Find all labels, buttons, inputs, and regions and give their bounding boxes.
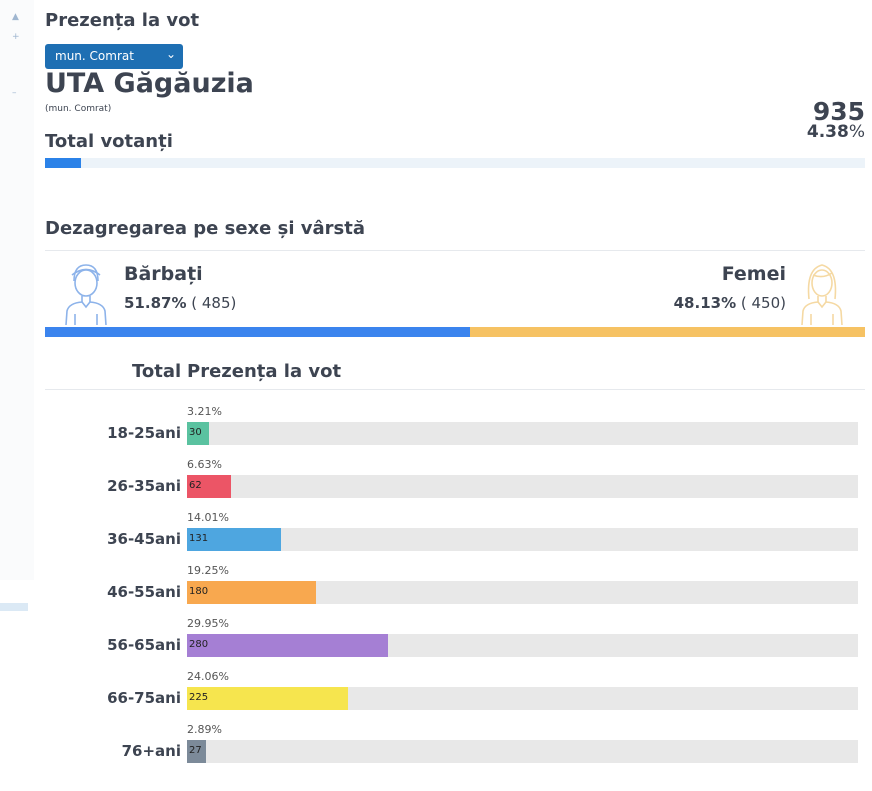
region-subtitle: (mun. Comrat) (45, 104, 112, 114)
age-count: 30 (189, 427, 202, 438)
region-title: UTA Găgăuzia (45, 68, 254, 99)
age-percent: 19.25% (187, 564, 229, 577)
age-bar-fill: 30 (187, 422, 209, 445)
home-icon[interactable]: ▲ (12, 12, 19, 22)
column-presence-header: Prezența la vot (187, 361, 342, 382)
gender-age-title: Dezagregarea pe sexe și vârstă (45, 218, 366, 239)
left-sidebar: ▲ + – (0, 0, 34, 580)
age-bar-fill: 62 (187, 475, 232, 498)
age-percent: 14.01% (187, 511, 229, 524)
age-percent: 24.06% (187, 670, 229, 683)
gender-bar-women (470, 327, 865, 337)
total-percent-value: 4.38 (806, 122, 849, 142)
age-label: 66-75ani (107, 689, 181, 707)
sidebar-strip (0, 603, 28, 611)
age-bar-fill: 225 (187, 687, 349, 710)
age-bar-track: 62 (187, 475, 858, 498)
age-count: 225 (189, 692, 209, 703)
region-dropdown[interactable]: mun. Comrat ⌄ (45, 44, 183, 69)
age-bar-track: 30 (187, 422, 858, 445)
age-bar-fill: 131 (187, 528, 281, 551)
divider (45, 250, 865, 251)
women-label: Femei (721, 263, 786, 285)
dropdown-value: mun. Comrat (55, 49, 134, 63)
zoom-in-icon[interactable]: + (12, 32, 20, 42)
main-panel: Prezența la vot mun. Comrat ⌄ UTA Găgăuz… (45, 0, 865, 791)
total-voters-label: Total votanți (45, 131, 173, 152)
percent-sign: % (848, 122, 865, 142)
age-label: 76+ani (121, 742, 181, 760)
gender-bar-men (45, 327, 471, 337)
zoom-out-icon[interactable]: – (12, 88, 17, 98)
men-label: Bărbați (124, 263, 203, 285)
total-progress-track (45, 158, 865, 168)
total-progress-fill (45, 158, 81, 168)
age-bar-fill: 280 (187, 634, 388, 657)
age-bar-track: 131 (187, 528, 858, 551)
male-avatar-icon (65, 264, 107, 325)
age-percent: 29.95% (187, 617, 229, 630)
total-percent: 4.38% (807, 122, 865, 142)
age-percent: 3.21% (187, 405, 222, 418)
gender-bar (45, 327, 865, 337)
page-title: Prezența la vot (45, 10, 200, 31)
female-avatar-icon (801, 264, 843, 325)
age-percent: 2.89% (187, 723, 222, 736)
divider (45, 389, 865, 390)
age-label: 26-35ani (107, 477, 181, 495)
age-bar-track: 225 (187, 687, 858, 710)
total-votes: 935 (812, 97, 865, 126)
age-count: 280 (189, 639, 209, 650)
age-bar-fill: 27 (187, 740, 207, 763)
column-total-header: Total (132, 361, 182, 382)
age-bar-fill: 180 (187, 581, 317, 604)
chevron-down-icon: ⌄ (165, 47, 176, 61)
women-value: 48.13% ( 450) (674, 294, 786, 312)
women-percent: 48.13% (673, 294, 737, 312)
women-count: ( 450) (740, 294, 786, 312)
age-count: 180 (189, 586, 209, 597)
age-label: 56-65ani (107, 636, 181, 654)
age-label: 36-45ani (107, 530, 181, 548)
age-label: 18-25ani (107, 424, 181, 442)
men-percent: 51.87% (124, 294, 187, 312)
men-count: ( 485) (191, 294, 237, 312)
men-value: 51.87% ( 485) (124, 294, 236, 312)
age-count: 62 (189, 480, 202, 491)
age-count: 131 (189, 533, 209, 544)
age-label: 46-55ani (107, 583, 181, 601)
age-bar-track: 280 (187, 634, 858, 657)
age-count: 27 (189, 745, 202, 756)
age-bar-track: 180 (187, 581, 858, 604)
age-bar-track: 27 (187, 740, 858, 763)
age-percent: 6.63% (187, 458, 222, 471)
